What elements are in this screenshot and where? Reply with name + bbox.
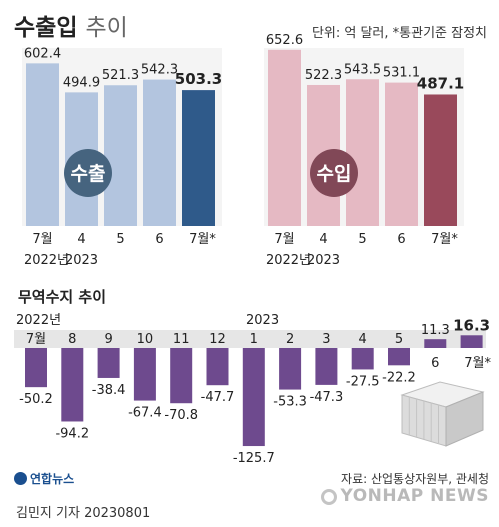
page-title: 수출입 추이 — [14, 8, 128, 42]
import-bar — [385, 82, 418, 226]
balance-value-label: -125.7 — [233, 451, 275, 466]
balance-bar — [351, 348, 374, 370]
unit-note: 단위: 억 달러, *통관기준 잠정치 — [311, 26, 487, 41]
balance-value-label: 11.3 — [421, 323, 450, 338]
balance-tick-label: 11 — [173, 332, 190, 347]
title-light: 추이 — [85, 15, 128, 41]
source-note: 자료: 산업통상자원부, 관세청 — [341, 472, 489, 486]
balance-title: 무역수지 추이 — [18, 288, 106, 306]
balance-tick-label: 10 — [137, 332, 154, 347]
export-tick-label: 6 — [155, 232, 163, 247]
import-badge-label: 수입 — [317, 163, 352, 185]
import-badge — [310, 149, 358, 197]
balance-value-label: 16.3 — [453, 316, 490, 334]
balance-value-label: -50.2 — [19, 392, 53, 407]
balance-tick-label: 7월* — [464, 356, 491, 371]
balance-value-label: -38.4 — [92, 383, 126, 398]
export-bar — [26, 63, 59, 226]
import-value-label: 522.3 — [305, 68, 342, 83]
import-tick-label: 5 — [358, 232, 366, 247]
balance-value-label: -70.8 — [164, 408, 198, 423]
export-tick-label: 5 — [116, 232, 124, 247]
shipping-container-icon — [445, 391, 484, 447]
balance-value-label: -53.3 — [273, 395, 307, 410]
balance-bar — [315, 348, 338, 385]
watermark-text: YONHAP NEWS — [340, 486, 489, 506]
export-value-label: 542.3 — [141, 63, 178, 78]
balance-tick-label: 9 — [104, 332, 112, 347]
title-bold: 수출입 — [14, 15, 78, 41]
balance-bar — [133, 348, 156, 401]
export-tick-label: 7월* — [189, 232, 216, 247]
import-value-label: 531.1 — [383, 66, 420, 81]
balance-bar — [170, 348, 193, 404]
balance-tick-label: 4 — [359, 332, 367, 347]
balance-bar — [460, 335, 483, 348]
export-badge — [64, 149, 112, 197]
export-bar — [104, 85, 137, 227]
watermark: YONHAP NEWS — [320, 486, 489, 506]
export-value-label: 494.9 — [63, 75, 100, 90]
export-badge-label: 수출 — [71, 163, 106, 185]
watermark-ring-icon — [320, 489, 337, 505]
import-bar — [346, 79, 379, 226]
logo-mark-icon — [14, 472, 27, 485]
balance-value-label: -22.2 — [382, 370, 416, 385]
balance-year-label: 2022년 — [16, 313, 61, 328]
balance-band — [14, 330, 486, 348]
import-bar — [424, 94, 457, 226]
balance-value-label: -47.3 — [310, 390, 344, 405]
import-value-label: 543.5 — [344, 62, 381, 77]
import-bar — [268, 49, 301, 226]
logo-text: 연합뉴스 — [30, 472, 75, 486]
export-tick-label: 4 — [77, 232, 85, 247]
balance-bar — [25, 348, 47, 388]
import-value-label: 487.1 — [417, 74, 464, 92]
balance-bar — [279, 348, 302, 390]
import-year-label: 2023 — [307, 253, 340, 268]
export-value-label: 503.3 — [175, 70, 222, 88]
export-bar — [182, 90, 215, 226]
balance-tick-label: 3 — [322, 332, 330, 347]
export-bar — [143, 79, 176, 226]
import-year-label: 2022년 — [266, 253, 311, 268]
balance-tick-label: 6 — [431, 356, 439, 371]
export-value-label: 602.4 — [24, 46, 61, 61]
balance-bar — [97, 348, 120, 378]
balance-bar — [242, 348, 265, 447]
balance-tick-label: 2 — [286, 332, 294, 347]
balance-bar — [424, 339, 447, 348]
import-tick-label: 7월* — [431, 232, 458, 247]
balance-tick-label: 8 — [68, 332, 76, 347]
import-value-label: 652.6 — [266, 33, 303, 48]
balance-tick-label: 12 — [209, 332, 226, 347]
export-year-label: 2023 — [65, 253, 98, 268]
balance-year-label: 2023 — [246, 313, 279, 328]
export-tick-label: 7월 — [32, 232, 52, 247]
export-year-label: 2022년 — [24, 253, 69, 268]
balance-bar — [61, 348, 84, 422]
import-tick-label: 6 — [397, 232, 405, 247]
balance-bar — [206, 348, 229, 386]
balance-value-label: -94.2 — [55, 426, 89, 441]
balance-tick-label: 1 — [250, 332, 258, 347]
balance-bar — [388, 348, 410, 366]
export-value-label: 521.3 — [102, 68, 139, 83]
balance-value-label: -47.7 — [201, 390, 235, 405]
yonhap-logo: 연합뉴스 — [14, 470, 74, 487]
balance-value-label: -67.4 — [128, 406, 162, 421]
import-tick-label: 4 — [319, 232, 327, 247]
import-tick-label: 7월 — [274, 232, 294, 247]
balance-tick-label: 5 — [395, 332, 403, 347]
balance-tick-label: 7월 — [26, 332, 46, 347]
credit-line: 김민지 기자 20230801 — [16, 506, 151, 521]
balance-value-label: -27.5 — [346, 374, 380, 389]
